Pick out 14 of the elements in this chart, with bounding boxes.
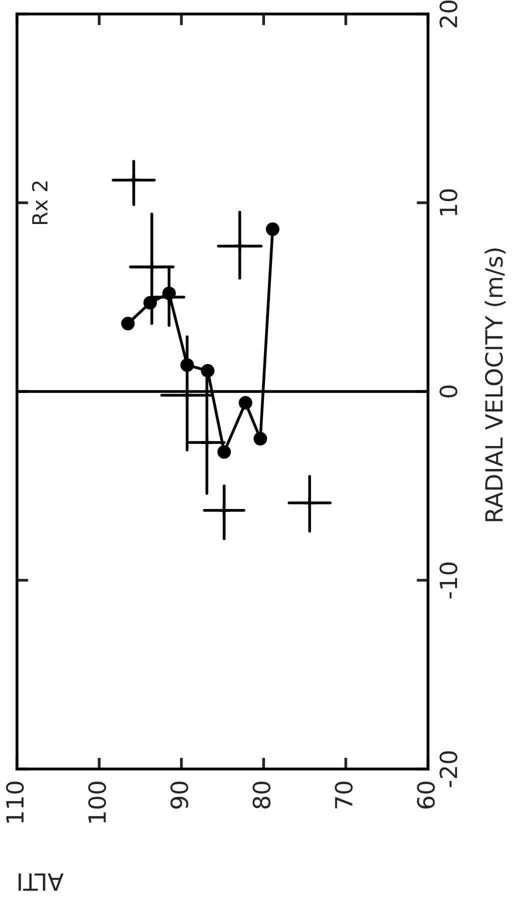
x-tick-label: 60 bbox=[416, 782, 435, 809]
annotation: Rx 2 bbox=[32, 181, 48, 224]
y-axis-title: RADIAL VELOCITY (m/s) bbox=[484, 248, 506, 522]
y-tick-label: 20 bbox=[440, 0, 458, 28]
x-axis-title: ALTI bbox=[18, 873, 64, 891]
y-tick-label: 10 bbox=[440, 189, 458, 216]
y-tick-label: 0 bbox=[440, 386, 458, 398]
y-tick-label: -10 bbox=[440, 562, 458, 598]
x-tick-label: 110 bbox=[6, 782, 24, 823]
x-tick-label: 70 bbox=[334, 782, 353, 808]
x-tick-label: 100 bbox=[88, 782, 106, 823]
x-tick-label: 90 bbox=[170, 782, 188, 809]
x-tick-label: 80 bbox=[252, 782, 270, 809]
y-tick-label: -20 bbox=[440, 751, 458, 788]
